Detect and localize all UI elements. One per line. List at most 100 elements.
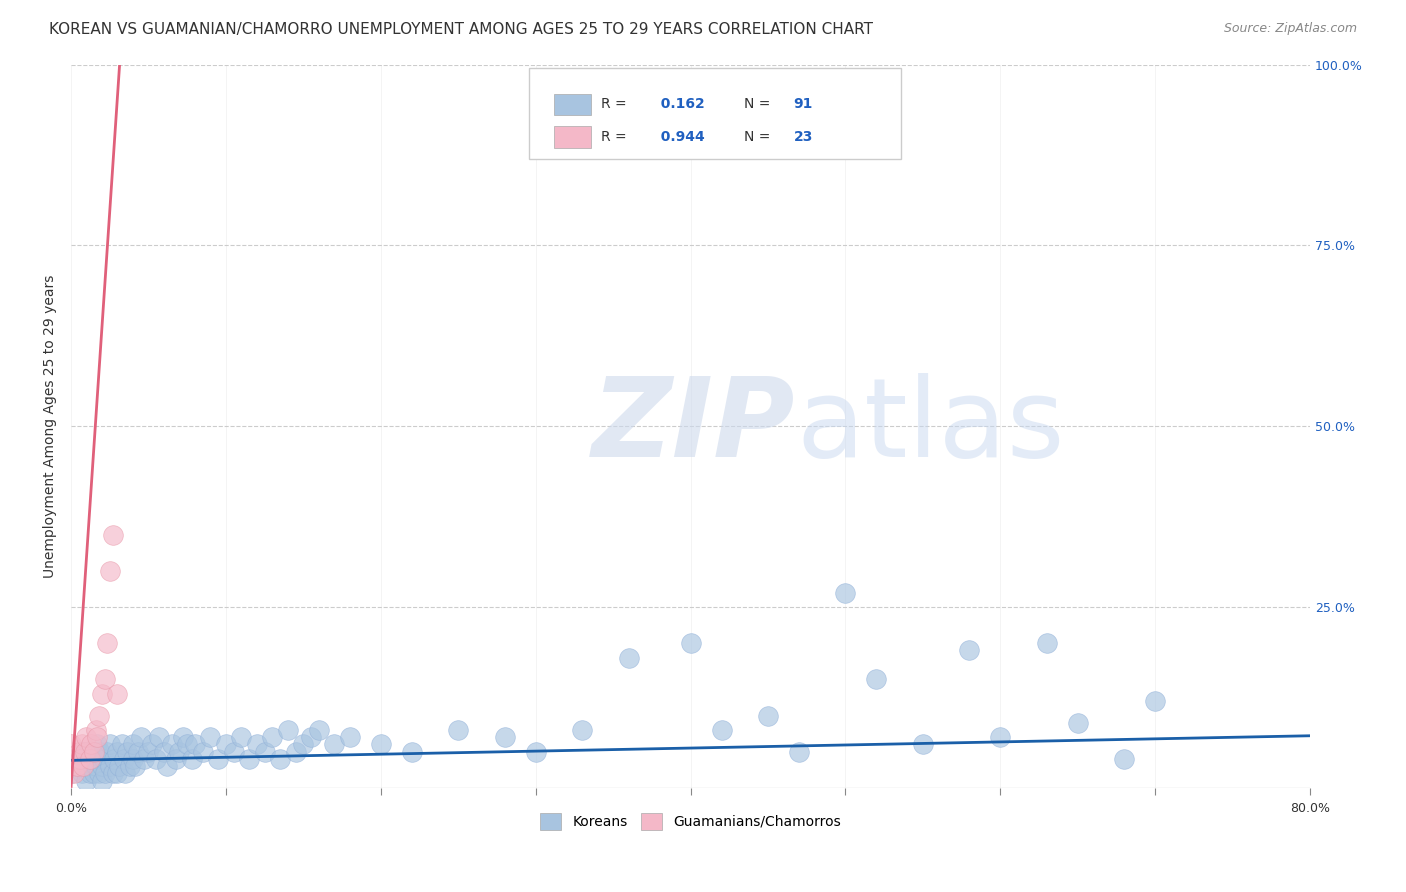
Point [231, 730, 253, 744]
Point [191, 745, 214, 759]
Point [148, 730, 170, 744]
Point [86, 730, 108, 744]
Point [79, 752, 101, 766]
Point [79, 766, 101, 780]
Point [69, 752, 91, 766]
Bar [554, 94, 592, 115]
Point [76, 773, 98, 788]
Point [323, 738, 346, 752]
Point [87, 766, 110, 780]
Point [107, 745, 129, 759]
Point [76, 759, 98, 773]
Point [122, 752, 145, 766]
Point [72, 745, 94, 759]
Point [176, 738, 198, 752]
Point [72, 759, 94, 773]
Point [87, 708, 110, 723]
Point [253, 745, 276, 759]
Text: 91: 91 [793, 97, 813, 112]
Point [339, 730, 361, 744]
Point [262, 730, 284, 744]
Text: R =: R = [602, 130, 631, 144]
Text: R =: R = [602, 97, 631, 112]
Point [84, 759, 107, 773]
Text: 23: 23 [793, 130, 813, 144]
Point [127, 745, 149, 759]
Point [308, 723, 330, 737]
Point [1114, 752, 1136, 766]
Point [169, 745, 191, 759]
Point [145, 752, 167, 766]
Point [122, 738, 145, 752]
Point [83, 766, 105, 780]
Point [80, 752, 103, 766]
Point [494, 730, 516, 744]
Point [107, 687, 129, 701]
Point [571, 723, 593, 737]
Point [108, 759, 131, 773]
Point [200, 730, 222, 744]
Legend: Koreans, Guamanians/Chamorros: Koreans, Guamanians/Chamorros [534, 807, 846, 835]
Point [76, 745, 98, 759]
Point [370, 738, 392, 752]
Point [988, 730, 1011, 744]
Point [60, 759, 83, 773]
Point [834, 585, 856, 599]
Point [91, 773, 114, 788]
Point [222, 745, 245, 759]
Point [60, 752, 83, 766]
Point [132, 752, 155, 766]
Point [277, 723, 299, 737]
Point [96, 636, 118, 650]
Text: ZIP: ZIP [592, 373, 794, 480]
Text: atlas: atlas [796, 373, 1064, 480]
Text: 0.162: 0.162 [651, 97, 704, 112]
Y-axis label: Unemployment Among Ages 25 to 29 years: Unemployment Among Ages 25 to 29 years [44, 275, 58, 578]
FancyBboxPatch shape [530, 68, 901, 159]
Point [124, 759, 146, 773]
Point [66, 759, 89, 773]
Point [160, 738, 183, 752]
Point [60, 738, 83, 752]
Point [138, 745, 160, 759]
Text: N =: N = [744, 130, 775, 144]
Point [129, 730, 152, 744]
Point [215, 738, 238, 752]
Point [118, 759, 141, 773]
Point [911, 738, 934, 752]
Point [756, 708, 779, 723]
Point [165, 752, 187, 766]
Text: Source: ZipAtlas.com: Source: ZipAtlas.com [1223, 22, 1357, 36]
Point [292, 738, 315, 752]
Point [76, 730, 98, 744]
Bar [554, 126, 592, 148]
Point [865, 673, 887, 687]
Point [107, 766, 129, 780]
Point [207, 752, 229, 766]
Point [710, 723, 733, 737]
Point [524, 745, 547, 759]
Point [115, 745, 138, 759]
Point [114, 766, 136, 780]
Point [91, 687, 114, 701]
Point [617, 650, 640, 665]
Point [86, 738, 108, 752]
Point [87, 752, 110, 766]
Point [180, 752, 202, 766]
Point [94, 766, 117, 780]
Point [94, 673, 117, 687]
Point [787, 745, 810, 759]
Point [269, 752, 291, 766]
Point [73, 745, 96, 759]
Point [284, 745, 307, 759]
Text: KOREAN VS GUAMANIAN/CHAMORRO UNEMPLOYMENT AMONG AGES 25 TO 29 YEARS CORRELATION : KOREAN VS GUAMANIAN/CHAMORRO UNEMPLOYMEN… [49, 22, 873, 37]
Point [1036, 636, 1059, 650]
Point [299, 730, 322, 744]
Point [98, 738, 121, 752]
Point [153, 745, 176, 759]
Point [98, 564, 121, 578]
Point [67, 759, 90, 773]
Point [238, 752, 260, 766]
Text: N =: N = [744, 97, 775, 112]
Point [80, 738, 103, 752]
